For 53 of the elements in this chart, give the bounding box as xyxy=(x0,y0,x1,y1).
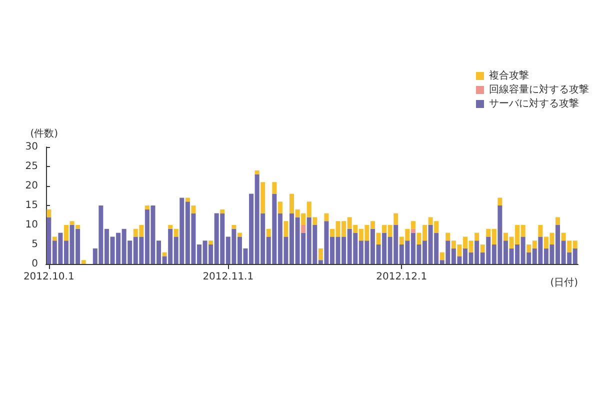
bar xyxy=(312,217,318,225)
y-tick-label: 20 xyxy=(25,180,38,192)
bar xyxy=(440,252,444,260)
bar xyxy=(376,232,381,244)
bar xyxy=(191,206,196,214)
bar xyxy=(81,260,86,264)
bar xyxy=(254,170,260,174)
bar xyxy=(410,228,416,233)
y-tick-label: 15 xyxy=(25,200,38,211)
bar xyxy=(284,221,288,237)
bar xyxy=(538,225,543,237)
y-tick-label: 5 xyxy=(32,239,38,250)
bar xyxy=(46,209,52,218)
bar xyxy=(70,221,74,225)
bar xyxy=(278,202,282,214)
bar xyxy=(64,225,68,241)
y-tick-label: 10 xyxy=(25,220,38,230)
bar xyxy=(168,225,173,229)
bar xyxy=(480,244,485,252)
x-tick-label: 2012.10.1 xyxy=(23,272,74,282)
bar xyxy=(324,213,329,222)
x-axis-title: (日付) xyxy=(550,278,578,288)
bar xyxy=(174,228,178,237)
bar xyxy=(394,213,398,225)
bar xyxy=(318,248,323,260)
y-tick-label: 30 xyxy=(25,142,38,152)
bar xyxy=(556,217,560,225)
bar xyxy=(272,182,277,194)
legend-label: 複合攻撃 xyxy=(489,70,529,82)
y-tick-label: 25 xyxy=(25,161,38,172)
legend-label: 回線容量に対する攻撃 xyxy=(489,84,589,96)
bar xyxy=(474,232,480,241)
bar xyxy=(144,206,150,210)
bar xyxy=(237,232,242,237)
bar xyxy=(52,236,57,241)
bar xyxy=(446,232,450,241)
bar xyxy=(76,225,80,229)
bar xyxy=(410,221,416,229)
bar xyxy=(260,182,266,214)
bar xyxy=(498,198,502,206)
x-tick-label: 2012.11.1 xyxy=(202,272,254,282)
bar xyxy=(232,225,236,229)
x-tick-label: 2012.12.1 xyxy=(376,272,428,282)
bar xyxy=(266,228,271,237)
bar xyxy=(301,225,306,233)
bar xyxy=(208,240,214,244)
legend-label: サーバに対する攻撃 xyxy=(489,98,579,110)
bar xyxy=(220,209,225,214)
y-tick-label: 0 xyxy=(32,258,38,270)
y-axis-title: (件数) xyxy=(30,128,58,140)
bar xyxy=(561,232,566,241)
bar xyxy=(162,252,167,256)
bar xyxy=(185,198,190,202)
